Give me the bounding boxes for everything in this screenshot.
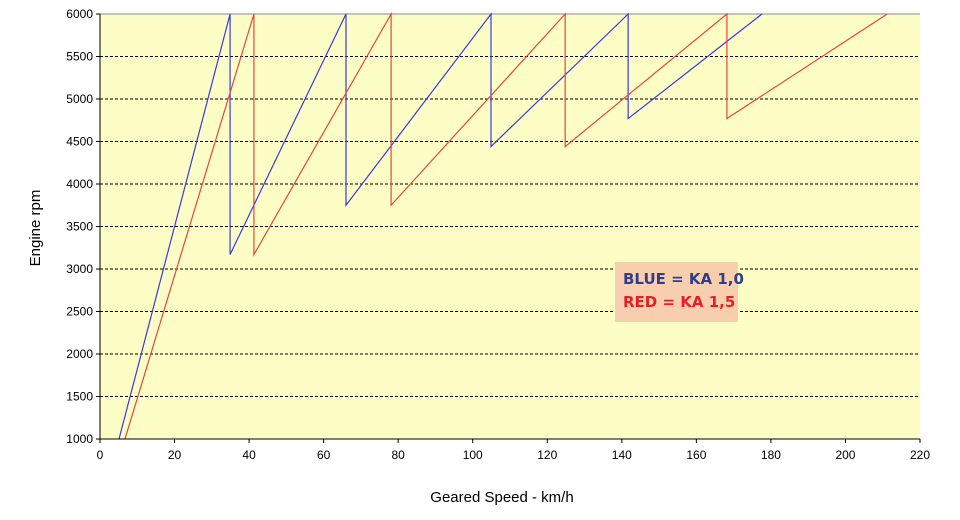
y-tick-label: 5500 bbox=[66, 50, 93, 64]
y-axis-label: Engine rpm bbox=[27, 190, 44, 267]
x-tick-label: 220 bbox=[910, 448, 930, 462]
x-tick-label: 180 bbox=[761, 448, 781, 462]
y-tick-label: 3500 bbox=[66, 220, 93, 234]
legend-box bbox=[615, 262, 738, 322]
y-tick-label: 3000 bbox=[66, 262, 93, 276]
x-tick-label: 40 bbox=[242, 448, 256, 462]
y-tick-label: 1000 bbox=[66, 432, 93, 446]
x-tick-label: 80 bbox=[392, 448, 406, 462]
y-tick-label: 5000 bbox=[66, 92, 93, 106]
x-tick-label: 160 bbox=[686, 448, 706, 462]
grid bbox=[100, 13, 920, 397]
x-tick-label: 120 bbox=[537, 448, 557, 462]
x-tick-label: 140 bbox=[612, 448, 632, 462]
x-tick-label: 200 bbox=[835, 448, 855, 462]
x-tick-label: 20 bbox=[168, 448, 182, 462]
x-tick-label: 100 bbox=[463, 448, 483, 462]
y-tick-label: 6000 bbox=[66, 7, 93, 21]
series-line-red bbox=[124, 11, 888, 440]
y-tick-label: 4000 bbox=[66, 177, 93, 191]
y-tick-label: 4500 bbox=[66, 135, 93, 149]
y-tick-label: 1500 bbox=[66, 390, 93, 404]
legend: BLUE = KA 1,0 RED = KA 1,5 bbox=[615, 262, 744, 322]
legend-entry-red: RED = KA 1,5 bbox=[623, 293, 735, 311]
x-axis-label: Geared Speed - km/h bbox=[430, 489, 573, 506]
y-tick-label: 2000 bbox=[66, 347, 93, 361]
y-ticks: 1000 1500 2000 2500 3000 3500 4000 4500 5000 5500… bbox=[66, 7, 100, 446]
x-tick-label: 0 bbox=[97, 448, 104, 462]
x-tick-label: 60 bbox=[317, 448, 331, 462]
series-line-blue bbox=[118, 12, 763, 440]
series-lines bbox=[118, 11, 888, 440]
x-ticks: 0 20 40 60 80 100 120 140 160 180 200 220 bbox=[97, 439, 930, 462]
y-tick-label: 2500 bbox=[66, 305, 93, 319]
legend-entry-blue: BLUE = KA 1,0 bbox=[623, 270, 744, 288]
